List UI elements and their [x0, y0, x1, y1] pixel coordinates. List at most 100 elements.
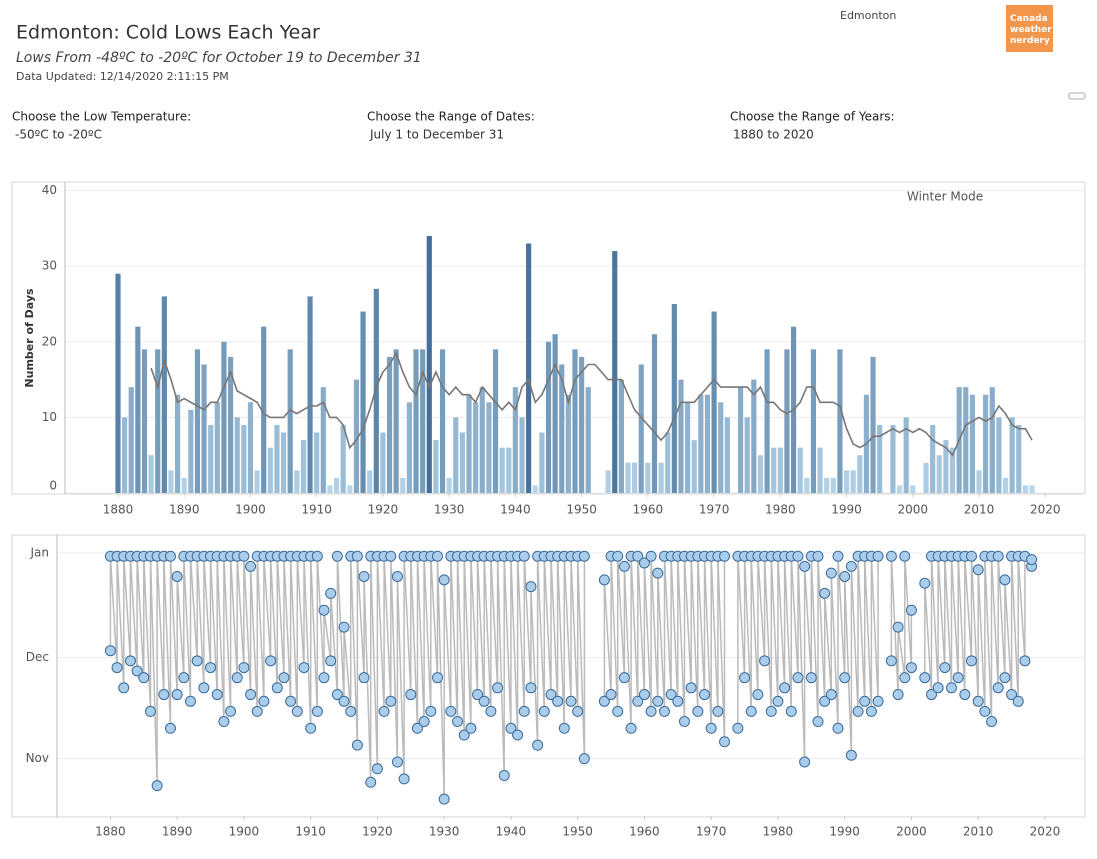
bar — [280, 432, 287, 493]
date-point — [859, 695, 871, 707]
date-point — [665, 689, 677, 701]
filter-value[interactable]: July 1 to December 31 — [369, 128, 504, 142]
date-point — [351, 739, 363, 751]
bar — [711, 311, 717, 493]
date-point — [638, 557, 650, 569]
date-point — [812, 550, 824, 562]
date-point — [765, 705, 777, 717]
date-point — [979, 705, 991, 717]
x-tick-label: 1950 — [566, 503, 597, 517]
date-point — [618, 560, 630, 572]
date-point — [485, 705, 497, 717]
bar — [870, 356, 876, 493]
filter-value[interactable]: 1880 to 2020 — [733, 128, 814, 142]
location: Edmonton — [840, 9, 896, 22]
bar — [201, 364, 207, 493]
bar — [267, 447, 273, 493]
bar — [333, 477, 340, 493]
date-point — [518, 705, 530, 717]
date-point — [258, 695, 270, 707]
bar — [241, 424, 247, 493]
date-point — [318, 604, 330, 616]
filter-label: Choose the Low Temperature: — [12, 110, 191, 124]
bar — [492, 349, 499, 493]
date-point — [632, 550, 644, 562]
y-tick-label: 30 — [42, 259, 57, 273]
bar — [393, 349, 399, 493]
bar — [135, 326, 141, 493]
date-point — [845, 749, 857, 761]
date-point — [678, 716, 690, 728]
date-point — [578, 550, 590, 562]
bar — [983, 394, 989, 493]
date-point — [151, 780, 163, 792]
x-tick-label: 1910 — [295, 825, 326, 839]
date-point — [131, 665, 143, 677]
bar — [168, 470, 174, 493]
bar — [1002, 477, 1009, 493]
y-axis-label: Number of Days — [23, 288, 36, 388]
bar — [155, 349, 161, 493]
x-tick-label: 1970 — [696, 825, 727, 839]
bar — [360, 311, 366, 493]
date-point — [278, 672, 290, 684]
date-point — [759, 655, 771, 667]
date-point — [885, 550, 897, 562]
date-point — [265, 655, 277, 667]
date-point — [812, 716, 824, 728]
filter-value[interactable]: -50ºC to -20ºC — [15, 128, 102, 142]
date-point — [1019, 655, 1031, 667]
bar — [969, 394, 975, 493]
date-point — [952, 672, 964, 684]
bar — [115, 273, 121, 493]
date-point — [358, 672, 370, 684]
x-tick-label: 1990 — [829, 825, 860, 839]
panel-frame — [11, 534, 1086, 818]
toggle-icon[interactable] — [1068, 92, 1086, 100]
date-point — [291, 705, 303, 717]
date-point — [118, 682, 130, 694]
date-point — [298, 662, 310, 674]
bar — [413, 349, 419, 493]
x-tick-label: 1880 — [95, 825, 126, 839]
logo-box[interactable] — [1006, 5, 1053, 52]
date-point — [238, 550, 250, 562]
date-point — [966, 550, 978, 562]
date-point — [158, 689, 170, 701]
bar — [718, 402, 724, 493]
date-point — [852, 705, 864, 717]
date-point — [251, 705, 263, 717]
date-point — [178, 672, 190, 684]
bar — [976, 470, 982, 493]
bar — [724, 417, 730, 493]
date-point — [164, 722, 176, 734]
bar — [559, 364, 565, 493]
x-tick-label: 1930 — [429, 825, 460, 839]
y-tick-label: 40 — [42, 183, 57, 197]
bar — [148, 455, 154, 493]
date-point — [652, 567, 664, 579]
y-tick-label: Nov — [26, 751, 49, 765]
bar — [519, 417, 525, 493]
date-point — [685, 682, 697, 694]
bar — [996, 417, 1002, 493]
date-point — [418, 716, 430, 728]
bar — [1029, 485, 1035, 493]
date-point — [285, 695, 297, 707]
bar — [466, 394, 472, 493]
x-tick-label: 1920 — [368, 503, 399, 517]
x-tick-label: 1950 — [562, 825, 593, 839]
date-point — [939, 662, 951, 674]
x-tick-label: 1940 — [500, 503, 531, 517]
bar — [122, 417, 128, 493]
bar — [552, 334, 558, 493]
date-point — [411, 722, 423, 734]
date-point — [325, 587, 337, 599]
bar — [486, 402, 492, 493]
bar — [228, 356, 234, 493]
date-point — [164, 550, 176, 562]
date-point — [365, 776, 377, 788]
bar — [771, 447, 777, 493]
bar — [830, 477, 836, 493]
bar — [738, 387, 744, 493]
